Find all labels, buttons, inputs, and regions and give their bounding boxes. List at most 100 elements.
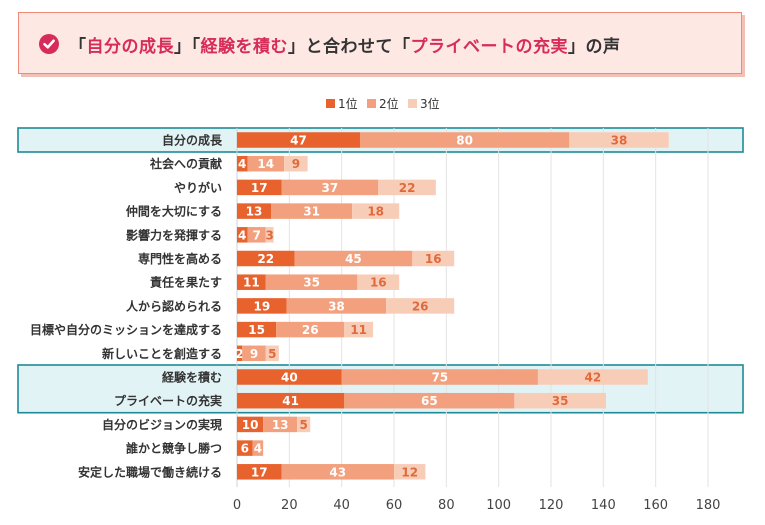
bar-segment-s3 (344, 321, 374, 338)
bar-segment-s2 (263, 416, 298, 433)
data-label-s3: 35 (552, 394, 569, 408)
bar-segment-s3 (357, 274, 400, 290)
category-label: 責任を果たす (150, 275, 222, 290)
data-label-s1: 47 (290, 134, 307, 148)
x-tick-label: 140 (591, 498, 616, 513)
data-label-s1: 15 (248, 323, 265, 337)
data-label-s2: 4 (254, 442, 262, 456)
chart-title: 「自分の成長」「経験を積む」と合わせて「プライベートの充実」の声 (69, 37, 621, 57)
bar-segment-s2 (344, 392, 515, 409)
bar-segment-s3 (352, 203, 400, 219)
data-label-s1: 13 (246, 205, 263, 219)
bar-segment-s2 (265, 274, 358, 290)
category-label: やりがい (174, 180, 222, 195)
bar-segment-s1 (237, 298, 287, 314)
data-label-s1: 40 (281, 371, 298, 385)
data-label-s2: 43 (329, 465, 346, 479)
bar-segment-s1 (237, 250, 295, 267)
x-tick-label: 60 (386, 498, 403, 513)
bar-segment-s2 (359, 132, 570, 148)
category-label: 社会への貢献 (149, 156, 222, 171)
data-label-s3: 26 (412, 299, 429, 313)
data-label-s3: 5 (300, 418, 308, 432)
legend-swatch-3 (408, 99, 417, 108)
title-highlight-growth: 自分の成長 (86, 37, 174, 57)
title-highlight-private: プライベートの充実 (410, 37, 568, 57)
data-label-s1: 4 (238, 228, 246, 242)
data-label-s2: 75 (431, 371, 448, 385)
x-tick-label: 20 (281, 498, 298, 513)
bar-segment-s1 (237, 227, 248, 243)
category-label: プライベートの充実 (114, 393, 222, 408)
x-tick-label: 120 (539, 498, 564, 513)
check-circle-icon (39, 34, 59, 54)
legend-label-1: 1位 (338, 96, 358, 111)
category-label: 人から認められる (126, 298, 222, 313)
data-label-s2: 65 (421, 394, 438, 408)
bar-segment-s2 (242, 345, 266, 362)
bar-segment-s1 (237, 179, 282, 196)
data-label-s3: 3 (266, 228, 274, 242)
bar-segment-s1 (237, 369, 342, 385)
data-label-s3: 5 (268, 347, 276, 361)
bar-segment-s3 (265, 227, 274, 243)
x-tick-label: 80 (438, 498, 455, 513)
data-label-s2: 13 (272, 418, 289, 432)
category-label: 仲間を大切にする (126, 204, 222, 219)
data-label-s3: 38 (611, 134, 628, 148)
bar-segment-s2 (271, 203, 353, 219)
bar-segment-s1 (237, 464, 282, 480)
x-tick-label: 160 (643, 498, 668, 513)
bar-segment-s1 (237, 345, 243, 362)
bar-segment-s1 (237, 416, 264, 433)
data-label-s1: 41 (282, 394, 299, 408)
data-label-s1: 17 (251, 181, 268, 195)
legend-label-3: 3位 (420, 96, 440, 111)
data-label-s3: 22 (399, 181, 416, 195)
bar-segment-s2 (281, 464, 394, 480)
bar-segment-s3 (537, 369, 648, 385)
title-banner: 「自分の成長」「経験を積む」と合わせて「プライベートの充実」の声 (18, 12, 742, 74)
bar-segment-s2 (286, 298, 387, 314)
category-label: 誰かと競争し勝つ (126, 441, 222, 456)
bar-segment-s3 (265, 345, 279, 362)
data-label-s1: 22 (257, 252, 274, 266)
data-label-s2: 45 (345, 252, 362, 266)
bar-segment-s3 (569, 132, 669, 148)
category-label: 目標や自分のミッションを達成する (30, 322, 222, 337)
x-tick-label: 40 (333, 498, 350, 513)
data-label-s2: 38 (328, 299, 345, 313)
bar-segment-s3 (412, 250, 455, 267)
category-label: 新しいことを創造する (102, 346, 222, 361)
bar-segment-s3 (386, 298, 455, 314)
category-label: 経験を積む (162, 370, 222, 385)
bar-segment-s3 (394, 464, 426, 480)
category-label: 専門性を高める (138, 251, 222, 266)
title-highlight-experience: 経験を積む (200, 37, 288, 57)
bar-segment-s1 (237, 155, 248, 172)
data-label-s1: 6 (241, 442, 249, 456)
data-label-s2: 7 (252, 228, 260, 242)
data-label-s2: 35 (303, 276, 320, 290)
data-label-s1: 10 (242, 418, 259, 432)
bar-segment-s2 (281, 179, 379, 196)
bar-segment-s2 (341, 369, 538, 385)
legend-label-2: 2位 (379, 96, 399, 111)
data-label-s2: 80 (456, 134, 473, 148)
bar-segment-s2 (252, 440, 264, 456)
bar-segment-s2 (276, 321, 345, 338)
bar-segment-s1 (237, 203, 272, 219)
category-label: 自分の成長 (162, 133, 223, 148)
data-label-s1: 11 (243, 276, 260, 290)
x-tick-label: 0 (233, 498, 241, 513)
bar-segment-s2 (247, 155, 285, 172)
legend-swatch-2 (367, 99, 376, 108)
bar-segment-s3 (297, 416, 311, 433)
data-label-s3: 18 (367, 205, 384, 219)
bar-segment-s1 (237, 321, 277, 338)
data-label-s2: 9 (250, 347, 258, 361)
x-tick-label: 100 (486, 498, 511, 513)
data-label-s1: 2 (235, 347, 243, 361)
data-label-s2: 37 (322, 181, 339, 195)
